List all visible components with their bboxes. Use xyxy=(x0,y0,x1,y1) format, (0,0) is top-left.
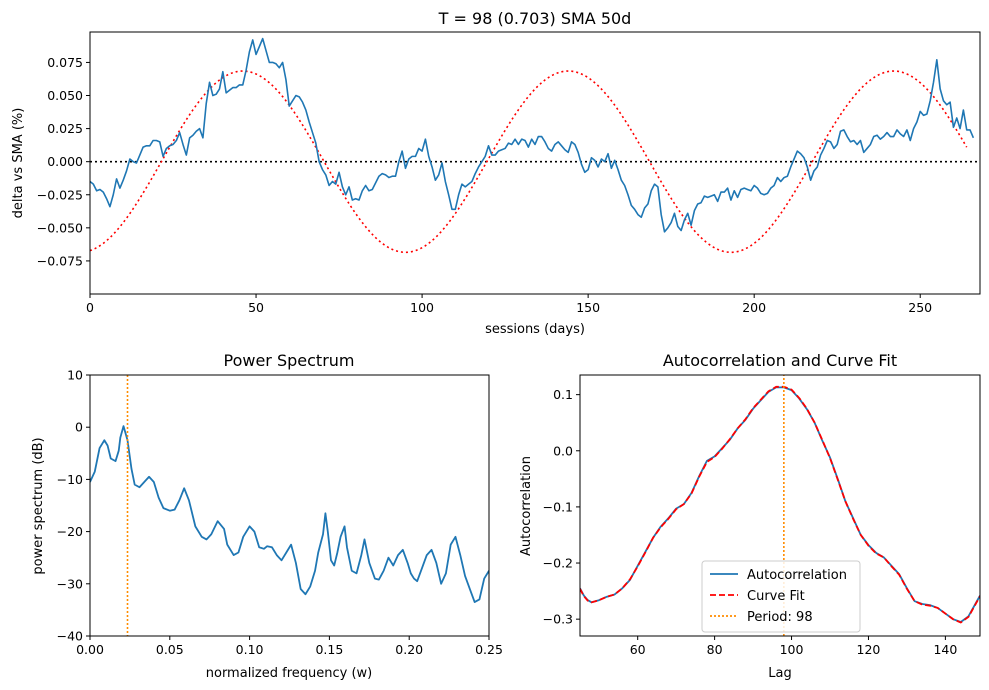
y-tick-label: −0.3 xyxy=(543,612,573,627)
panel-power-spectrum: Power Spectrum 0.00 0.05 0.10 0.15 0.20 0.25 −… xyxy=(31,351,503,681)
plot-area xyxy=(580,375,980,636)
x-tick-label: 250 xyxy=(908,300,932,315)
y-tick-label: −20 xyxy=(57,524,83,539)
x-tick-label: 0.10 xyxy=(236,642,264,657)
x-tick-label: 0.25 xyxy=(475,642,503,657)
x-tick-label: 0.05 xyxy=(156,642,184,657)
legend-label-autocorrelation: Autocorrelation xyxy=(747,568,847,583)
x-axis-label: sessions (days) xyxy=(485,322,585,337)
y-tick-label: −10 xyxy=(57,472,83,487)
y-axis-label: delta vs SMA (%) xyxy=(11,108,26,219)
x-tick-label: 0 xyxy=(86,300,94,315)
sine-fit-line xyxy=(90,70,968,254)
curve-fit-line xyxy=(580,385,980,624)
y-axis-label: power spectrum (dB) xyxy=(31,437,46,574)
y-tick-label: 0.0 xyxy=(553,443,573,458)
chart-title: T = 98 (0.703) SMA 50d xyxy=(438,9,632,28)
y-tick-label: 10 xyxy=(67,368,83,383)
x-axis-label: normalized frequency (w) xyxy=(206,666,372,681)
chart-title: Power Spectrum xyxy=(224,351,355,370)
x-tick-label: 80 xyxy=(707,642,723,657)
y-tick-label: −0.025 xyxy=(37,187,83,202)
y-tick-label: 0.025 xyxy=(47,121,83,136)
plot-area xyxy=(90,37,980,254)
y-tick-label: 0 xyxy=(75,420,83,435)
y-tick-label: −0.075 xyxy=(37,253,83,268)
x-tick-label: 0.20 xyxy=(395,642,423,657)
y-tick-label: −0.050 xyxy=(37,220,83,235)
plot-content xyxy=(580,375,980,636)
chart-title: Autocorrelation and Curve Fit xyxy=(663,351,897,370)
y-axis-label: Autocorrelation xyxy=(519,456,534,556)
y-tick-label: −30 xyxy=(57,576,83,591)
x-tick-label: 120 xyxy=(857,642,881,657)
x-axis-label: Lag xyxy=(768,666,791,681)
y-tick-label: 0.050 xyxy=(47,88,83,103)
legend-label-period: Period: 98 xyxy=(747,610,813,625)
panel-sma-delta: T = 98 (0.703) SMA 50d 0 50 100 150 200 250 −0… xyxy=(11,9,981,337)
y-tick-label: 0.075 xyxy=(47,55,83,70)
x-tick-label: 150 xyxy=(576,300,600,315)
plot-content xyxy=(90,375,489,636)
x-tick-label: 200 xyxy=(742,300,766,315)
x-tick-label: 60 xyxy=(630,642,646,657)
panel-autocorrelation: Autocorrelation and Curve Fit 60 80 100 120… xyxy=(519,351,981,681)
axes-frame xyxy=(579,374,981,637)
axes-frame xyxy=(89,374,490,637)
y-tick-label: −0.1 xyxy=(543,499,573,514)
x-tick-label: 50 xyxy=(248,300,264,315)
plot-area xyxy=(90,375,489,636)
y-tick-label: −0.2 xyxy=(543,556,573,571)
x-tick-label: 140 xyxy=(933,642,957,657)
y-tick-label: 0.000 xyxy=(47,154,83,169)
x-tick-label: 100 xyxy=(780,642,804,657)
axes: 0 50 100 150 200 250 −0.075 −0.050 −0.025 0.000 0.… xyxy=(37,31,981,315)
legend-box xyxy=(701,560,861,633)
axes-frame xyxy=(89,31,981,295)
legend-label-curve-fit: Curve Fit xyxy=(747,589,805,604)
y-tick-label: −40 xyxy=(57,629,83,644)
delta-series-line xyxy=(90,37,975,233)
axes: 60 80 100 120 140 −0.3 −0.2 −0.1 0.0 0.1 xyxy=(543,374,981,657)
x-tick-label: 100 xyxy=(410,300,434,315)
x-tick-label: 0.15 xyxy=(315,642,343,657)
legend: Autocorrelation Curve Fit Period: 98 xyxy=(701,560,861,633)
y-tick-label: 0.1 xyxy=(553,387,573,402)
plot-content xyxy=(90,37,980,254)
x-tick-label: 0.00 xyxy=(76,642,104,657)
axes: 0.00 0.05 0.10 0.15 0.20 0.25 −40 −30 −20 −10 0 10 xyxy=(57,368,503,658)
power-spectrum-line xyxy=(90,425,489,603)
